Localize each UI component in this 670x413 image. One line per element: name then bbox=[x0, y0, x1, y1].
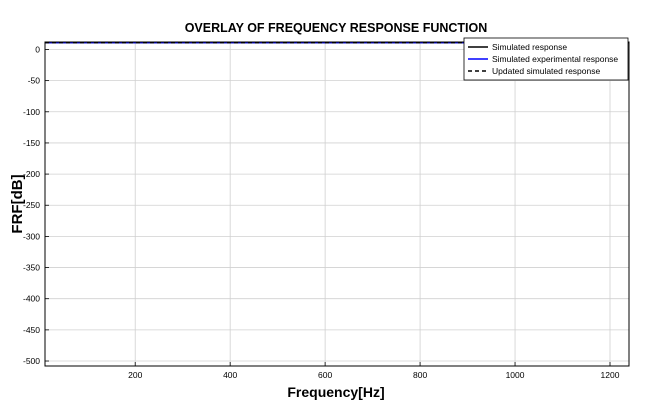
plot-frame bbox=[44, 41, 630, 367]
y-tick-label: -50 bbox=[28, 76, 41, 86]
y-tick-label: -100 bbox=[23, 107, 40, 117]
grid-lines bbox=[45, 42, 629, 366]
x-tick-label: 600 bbox=[318, 370, 332, 380]
y-tick-label: -500 bbox=[23, 356, 40, 366]
y-tick-label: -300 bbox=[23, 231, 40, 241]
y-tick-label: 0 bbox=[35, 44, 40, 54]
y-tick-label: -150 bbox=[23, 138, 40, 148]
x-tick-label: 400 bbox=[223, 370, 237, 380]
legend-label-1: Simulated response bbox=[492, 42, 567, 52]
y-tick-label: -400 bbox=[23, 294, 40, 304]
legend-box bbox=[463, 37, 629, 81]
x-tick-label: 800 bbox=[413, 370, 427, 380]
x-axis: 200 400 600 800 1000 1200 bbox=[128, 362, 620, 380]
legend-label-3: Updated simulated response bbox=[492, 66, 600, 76]
y-axis: 0 -50 -100 -150 -200 -250 -300 -350 -400 -450 -500 bbox=[23, 44, 49, 366]
x-tick-label: 1200 bbox=[601, 370, 620, 380]
x-axis-label: Frequency[Hz] bbox=[287, 384, 384, 400]
y-axis-label: FRF[dB] bbox=[9, 174, 26, 233]
legend-label-2: Simulated experimental response bbox=[492, 54, 618, 64]
y-tick-label: -200 bbox=[23, 169, 40, 179]
y-tick-label: -250 bbox=[23, 200, 40, 210]
y-tick-label: -450 bbox=[23, 325, 40, 335]
chart-title: OVERLAY OF FREQUENCY RESPONSE FUNCTION bbox=[185, 21, 488, 35]
y-tick-label: -350 bbox=[23, 263, 40, 273]
x-tick-label: 1000 bbox=[506, 370, 525, 380]
x-tick-label: 200 bbox=[128, 370, 142, 380]
legend: Simulated response Simulated experimental… bbox=[463, 37, 629, 81]
